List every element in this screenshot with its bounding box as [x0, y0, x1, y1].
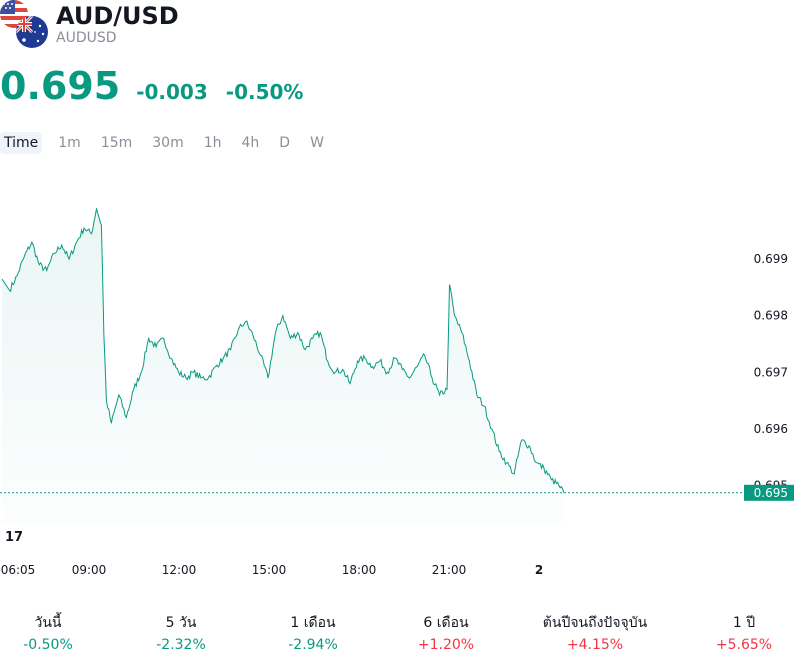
x-tick-label: 09:00 — [72, 563, 107, 577]
price-chart[interactable]: 0.699 0.698 0.697 0.696 0.695 06:05 09:00 12:0… — [0, 180, 800, 580]
perf-value: +5.65% — [715, 637, 773, 653]
x-tick-label: 18:00 — [342, 563, 377, 577]
tab-30m[interactable]: 30m — [152, 135, 184, 151]
last-price: 0.695 — [0, 64, 121, 108]
perf-item-today[interactable]: วันนี้ -0.50% — [0, 612, 118, 655]
timeframe-bar: Time 1m 15m 30m 1h 4h D W — [0, 132, 340, 154]
x-tick-label: 2 — [535, 563, 543, 577]
y-tick-label: 0.699 — [754, 252, 788, 266]
tab-w[interactable]: W — [310, 135, 324, 151]
symbol-title: AUD/USD — [56, 2, 179, 30]
perf-label: 1 เดือน — [290, 615, 336, 631]
tradingview-logo-icon[interactable]: 17 — [0, 522, 28, 550]
price-area — [2, 208, 564, 526]
last-price-label: 0.695 — [754, 486, 788, 500]
tab-1m[interactable]: 1m — [58, 135, 81, 151]
perf-value: +1.20% — [417, 637, 475, 653]
perf-label: วันนี้ — [34, 615, 62, 631]
performance-row: วันนี้ -0.50% 5 วัน -2.32% 1 เดือน -2.94… — [0, 612, 800, 664]
svg-text:17: 17 — [5, 530, 23, 545]
perf-item-5d[interactable]: 5 วัน -2.32% — [111, 612, 251, 655]
perf-item-1y[interactable]: 1 ปี +5.65% — [674, 612, 800, 655]
au-flag-icon — [16, 16, 48, 48]
last-price-badge — [744, 484, 794, 501]
perf-label: 5 วัน — [165, 615, 197, 631]
tab-1h[interactable]: 1h — [203, 135, 222, 151]
perf-item-ytd[interactable]: ต้นปีจนถึงปัจจุบัน +4.15% — [525, 612, 665, 655]
x-tick-label: 21:00 — [432, 563, 467, 577]
y-tick-label: 0.698 — [754, 309, 788, 323]
perf-label: ต้นปีจนถึงปัจจุบัน — [542, 615, 648, 631]
perf-item-6m[interactable]: 6 เดือน +1.20% — [376, 612, 516, 655]
us-flag-icon — [0, 0, 28, 28]
perf-value: -2.32% — [156, 637, 206, 653]
x-tick-label: 06:05 — [1, 563, 36, 577]
tab-4h[interactable]: 4h — [241, 135, 260, 151]
y-tick-label: 0.696 — [754, 422, 788, 436]
price-change: -0.003 — [136, 80, 208, 104]
tab-time[interactable]: Time — [0, 132, 43, 154]
price-row: 0.695 -0.003 -0.50% — [0, 64, 303, 108]
currency-flags — [0, 0, 48, 48]
tab-d[interactable]: D — [279, 135, 291, 151]
tab-15m[interactable]: 15m — [100, 135, 133, 151]
perf-label: 6 เดือน — [423, 615, 469, 631]
perf-value: +4.15% — [566, 637, 624, 653]
symbol-code: AUDUSD — [56, 30, 117, 46]
perf-item-1m[interactable]: 1 เดือน -2.94% — [243, 612, 383, 655]
y-tick-label: 0.697 — [754, 365, 788, 379]
perf-value: -0.50% — [23, 637, 73, 653]
price-change-percent: -0.50% — [225, 80, 304, 104]
x-tick-label: 12:00 — [162, 563, 197, 577]
perf-label: 1 ปี — [732, 615, 756, 631]
price-line — [1, 208, 565, 493]
perf-value: -2.94% — [288, 637, 338, 653]
x-tick-label: 15:00 — [252, 563, 287, 577]
